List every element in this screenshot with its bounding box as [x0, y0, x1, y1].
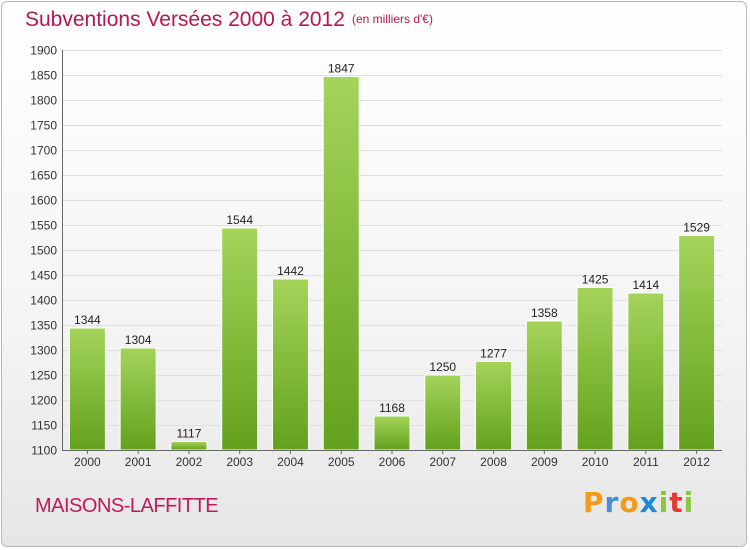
y-tick-label: 1250 — [30, 369, 57, 383]
x-tick-label: 2005 — [328, 455, 355, 469]
y-tick-label: 1900 — [30, 44, 57, 58]
bar-2001 — [119, 347, 157, 451]
data-label: 1847 — [328, 62, 355, 76]
bar-2007 — [424, 374, 462, 451]
data-label: 1344 — [74, 313, 101, 327]
bar-2005 — [322, 76, 360, 451]
data-label: 1168 — [379, 401, 405, 415]
logo-letter: P — [583, 486, 605, 519]
data-label: 1544 — [226, 213, 253, 227]
data-label: 1250 — [429, 360, 456, 374]
x-tick-label: 2009 — [531, 455, 558, 469]
y-tick-label: 1600 — [30, 194, 57, 208]
y-tick-label: 1300 — [30, 344, 57, 358]
logo-letter: x — [639, 486, 659, 519]
x-tick-label: 2008 — [480, 455, 507, 469]
data-label: 1117 — [176, 427, 201, 441]
data-label: 1425 — [582, 273, 609, 287]
data-label: 1304 — [125, 333, 152, 347]
x-tick-label: 2011 — [633, 455, 659, 469]
bar-2012 — [678, 235, 716, 451]
bar-2003 — [221, 227, 259, 451]
logo-letter: o — [619, 486, 640, 519]
data-label: 1414 — [632, 278, 659, 292]
y-tick-label: 1150 — [31, 419, 57, 433]
y-tick-label: 1800 — [30, 94, 57, 108]
y-tick-label: 1650 — [30, 169, 57, 183]
logo-letter: t — [669, 486, 684, 519]
data-label: 1529 — [683, 221, 710, 235]
x-tick-label: 2001 — [125, 455, 152, 469]
x-tick-label: 2007 — [429, 455, 456, 469]
data-label: 1358 — [531, 306, 558, 320]
logo-letter: i — [683, 486, 695, 519]
x-tick-label: 2003 — [226, 455, 253, 469]
x-tick-label: 2004 — [277, 455, 304, 469]
chart-title: Subventions Versées 2000 à 2012 — [25, 8, 345, 31]
data-label: 1442 — [277, 264, 304, 278]
logo-letter: i — [658, 486, 670, 519]
y-tick-label: 1350 — [30, 319, 57, 333]
x-tick-label: 2000 — [74, 455, 101, 469]
bar-2011 — [627, 292, 665, 451]
x-tick-label: 2002 — [176, 455, 203, 469]
y-tick-label: 1450 — [30, 269, 57, 283]
bar-2002 — [170, 441, 208, 451]
bar-2008 — [475, 361, 513, 451]
bar-2000 — [68, 327, 106, 451]
logo-letter: r — [604, 486, 620, 519]
x-tick-label: 2010 — [582, 455, 609, 469]
bar-2004 — [271, 278, 309, 451]
bars: 1344 1304 1117 1544 1442 1847 1168 1250 1277 1358… — [68, 62, 716, 451]
y-tick-label: 1400 — [30, 294, 57, 308]
grid-lines — [62, 50, 722, 426]
y-tick-label: 1850 — [30, 69, 57, 83]
bar-2006 — [373, 415, 411, 451]
bar-2009 — [525, 320, 563, 451]
axes: 1100 1150 1200 1250 1300 1350 1400 1450 1500 1550… — [30, 44, 722, 469]
units-label: (en milliers d'€) — [352, 12, 433, 26]
x-tick-label: 2006 — [379, 455, 406, 469]
y-tick-label: 1550 — [30, 219, 57, 233]
y-tick-label: 1750 — [30, 119, 57, 133]
y-tick-label: 1700 — [30, 144, 57, 158]
data-label: 1277 — [480, 347, 507, 361]
city-name: MAISONS-LAFFITTE — [35, 495, 219, 517]
y-tick-label: 1200 — [30, 394, 57, 408]
proxiti-logo: Proxiti — [583, 486, 694, 519]
y-tick-label: 1100 — [31, 444, 57, 458]
y-tick-label: 1500 — [30, 244, 57, 258]
bar-2010 — [576, 287, 614, 451]
x-tick-label: 2012 — [683, 455, 710, 469]
